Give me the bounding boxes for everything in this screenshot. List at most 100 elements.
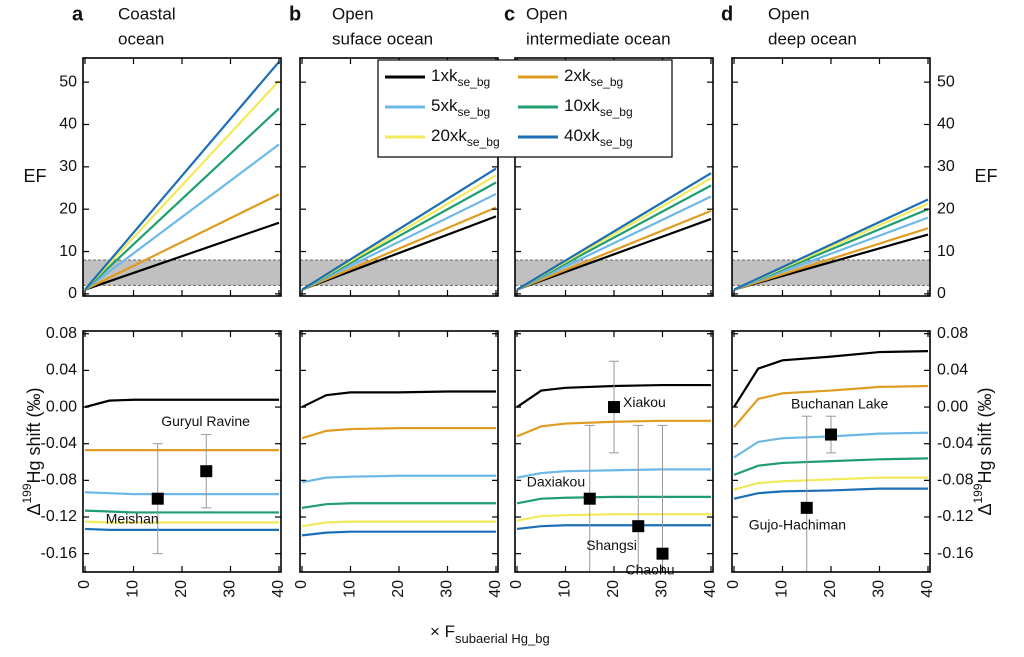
panel — [301, 390, 496, 537]
y-label-main: EF — [974, 166, 997, 186]
y-tick-label: 50 — [59, 73, 77, 90]
series-line — [84, 193, 280, 291]
y-axis-label: EF — [23, 166, 46, 186]
series-line — [516, 383, 711, 408]
point-label: Guryul Ravine — [161, 413, 250, 429]
y-tick-label: -0.16 — [937, 545, 974, 562]
point-label: Meishan — [106, 510, 159, 526]
panel — [733, 350, 929, 572]
panel-title: Coastal — [118, 4, 176, 23]
panel-frame — [299, 330, 499, 573]
panel-frame — [82, 330, 282, 573]
y-label-main: EF — [23, 166, 46, 186]
legend-name: 20xk — [431, 126, 467, 145]
y-tick-label: -0.04 — [41, 435, 78, 452]
y-tick-label: 50 — [937, 73, 955, 90]
legend-name: 2xk — [564, 66, 591, 85]
series-line — [516, 513, 711, 522]
data-point — [825, 428, 837, 441]
legend-name: 5xk — [431, 96, 458, 115]
x-tick-label: 30 — [222, 580, 239, 598]
legend-sub: se_bg — [600, 105, 633, 119]
data-point — [800, 501, 813, 514]
x-tick-label: 10 — [774, 580, 791, 598]
y-tick-label: 10 — [937, 243, 955, 260]
series-line — [516, 495, 711, 505]
point-label: Xiakou — [623, 394, 666, 410]
legend-sub: se_bg — [590, 75, 623, 89]
panel-title: deep ocean — [768, 29, 857, 48]
series-line — [84, 491, 279, 496]
panel-letter: d — [721, 3, 733, 25]
legend-sub: se_bg — [600, 135, 633, 149]
data-point — [608, 401, 620, 414]
panel — [300, 167, 498, 291]
legend-name: 1xk — [431, 66, 458, 85]
y-tick-label: 20 — [59, 200, 77, 217]
series-line — [301, 520, 496, 528]
y-tick-label: 40 — [937, 116, 955, 133]
x-axis-label: × Fsubaerial Hg_bg — [430, 622, 550, 646]
panel — [84, 398, 279, 555]
legend-name: 10xk — [564, 96, 600, 115]
series-line — [301, 215, 497, 291]
point-label: Shangsi — [586, 537, 637, 553]
y-tick-label: 20 — [937, 200, 955, 217]
series-line — [733, 384, 929, 428]
data-point — [632, 520, 645, 533]
series-line — [733, 487, 928, 500]
y-tick-label: -0.12 — [41, 508, 78, 525]
x-tick-label: 20 — [390, 580, 407, 598]
x-tick-label: 20 — [605, 580, 622, 598]
x-tick-label: 20 — [173, 580, 190, 598]
series-line — [733, 350, 929, 408]
point-label: Buchanan Lake — [791, 395, 889, 411]
point-label: Chaohu — [626, 561, 675, 577]
data-point — [656, 547, 669, 560]
x-tick-label: 20 — [822, 580, 839, 598]
panel-title: Open — [768, 4, 810, 23]
x-tick-label: 40 — [919, 580, 936, 598]
x-tick-label: 0 — [76, 580, 93, 589]
y-axis-label: Δ199Hg shift (‰) — [20, 387, 44, 515]
series-line — [301, 167, 497, 291]
point-label: Gujo-Hachiman — [749, 517, 846, 533]
x-tick-label: 10 — [342, 580, 359, 598]
legend-label: 40xkse_bg — [564, 126, 633, 149]
panel-letter: b — [289, 3, 301, 25]
panel — [515, 172, 713, 291]
y-tick-label: 30 — [937, 158, 955, 175]
panel-letter: a — [72, 3, 84, 25]
series-line — [84, 221, 280, 291]
series-line — [733, 198, 929, 291]
legend-label: 20xkse_bg — [431, 126, 500, 149]
x-tick-label: 30 — [871, 580, 888, 598]
panel-title: intermediate ocean — [526, 29, 671, 48]
series-line — [84, 80, 280, 291]
y-tick-label: 10 — [59, 243, 77, 260]
x-tick-label: 30 — [439, 580, 456, 598]
series-line — [301, 474, 496, 484]
legend-label: 10xkse_bg — [564, 96, 633, 119]
series-line — [516, 195, 712, 291]
y-tick-label: 0 — [937, 285, 946, 302]
x-tick-label: 10 — [125, 580, 142, 598]
y-label-rest: Hg shift (‰) — [24, 387, 44, 483]
legend-label: 2xkse_bg — [564, 66, 623, 89]
band — [83, 260, 281, 286]
y-tick-label: 40 — [59, 116, 77, 133]
y-label-main: Δ — [975, 504, 995, 516]
series-line — [733, 227, 929, 291]
legend-label: 1xkse_bg — [431, 66, 490, 89]
y-axis-label: EF — [974, 166, 997, 186]
series-line — [301, 390, 496, 409]
legend-sub: se_bg — [457, 105, 490, 119]
y-tick-label: 0.08 — [937, 325, 968, 342]
series-line — [516, 419, 711, 438]
y-tick-label: -0.08 — [41, 472, 78, 489]
legend-name: 40xk — [564, 126, 600, 145]
x-tick-label: 40 — [487, 580, 504, 598]
series-line — [84, 527, 279, 531]
y-label-main: Δ — [24, 504, 44, 516]
